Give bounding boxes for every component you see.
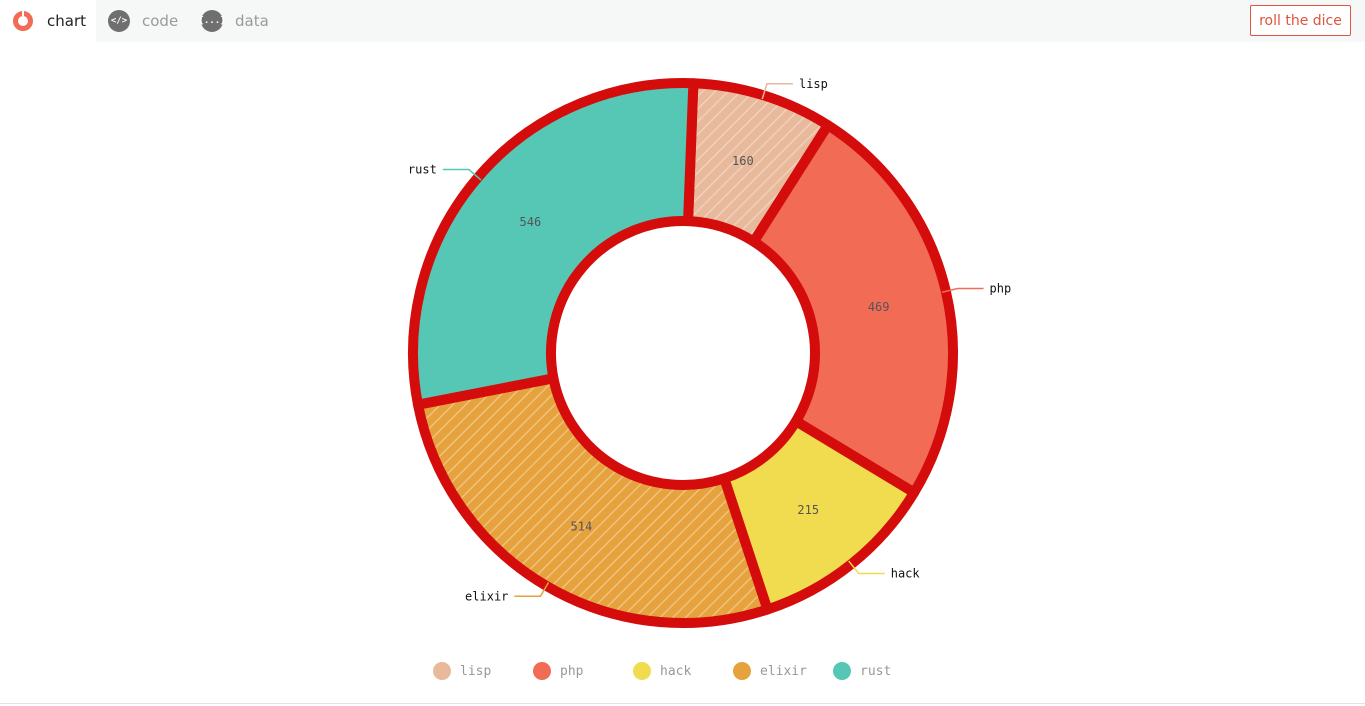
callout-line-lisp xyxy=(761,83,793,100)
callout-label-lisp: lisp xyxy=(799,77,828,91)
tab-code[interactable]: </> code xyxy=(96,0,188,42)
legend-label: php xyxy=(560,664,584,679)
donut-chart: 160 469 215 514 546 lisp php hack elixir rust li… xyxy=(408,77,1011,680)
chart-data-labels: 160 469 215 514 546 xyxy=(520,154,890,533)
data-label-php: 469 xyxy=(868,300,890,314)
callout-line-php xyxy=(941,287,984,293)
donut-icon xyxy=(12,10,34,32)
roll-the-dice-button[interactable]: roll the dice xyxy=(1250,5,1351,36)
legend-swatch xyxy=(533,662,551,680)
legend-swatch xyxy=(733,662,751,680)
legend-label: elixir xyxy=(760,664,807,679)
slice-rust[interactable] xyxy=(408,78,699,410)
legend-item-php[interactable]: php xyxy=(533,662,584,680)
legend-swatch xyxy=(433,662,451,680)
slice-php[interactable] xyxy=(748,120,958,498)
slice-elixir[interactable] xyxy=(412,373,773,628)
legend-item-hack[interactable]: hack xyxy=(633,662,691,680)
top-toolbar: chart </> code {...} data roll the dice xyxy=(0,0,1365,42)
legend-item-elixir[interactable]: elixir xyxy=(733,662,807,680)
callout-line-elixir xyxy=(514,582,550,598)
callout-label-php: php xyxy=(990,282,1012,296)
data-label-rust: 546 xyxy=(520,215,542,229)
data-label-elixir: 514 xyxy=(571,519,593,533)
data-label-hack: 215 xyxy=(797,503,819,517)
callout-label-rust: rust xyxy=(408,163,437,177)
chart-slices xyxy=(408,78,958,628)
legend-swatch xyxy=(633,662,651,680)
legend-item-lisp[interactable]: lisp xyxy=(433,662,491,680)
legend-label: lisp xyxy=(460,664,491,679)
legend-swatch xyxy=(833,662,851,680)
callout-label-hack: hack xyxy=(891,567,921,581)
legend-label: rust xyxy=(860,664,891,679)
legend-label: hack xyxy=(660,664,691,679)
tab-code-label: code xyxy=(142,12,179,30)
data-label-lisp: 160 xyxy=(732,154,754,168)
chart-category-callouts: lisp php hack elixir rust xyxy=(408,77,1011,604)
callout-line-hack xyxy=(848,560,885,575)
tab-chart-label: chart xyxy=(47,12,86,30)
braces-icon: {...} xyxy=(198,10,226,32)
callout-line-rust xyxy=(442,168,482,181)
bottom-divider xyxy=(0,703,1365,704)
tab-data[interactable]: {...} data xyxy=(188,0,278,42)
callout-label-elixir: elixir xyxy=(465,589,508,603)
legend-item-rust[interactable]: rust xyxy=(833,662,891,680)
tab-data-label: data xyxy=(235,12,269,30)
code-icon: </> xyxy=(108,10,130,32)
chart-legend: lisp php hack elixir rust xyxy=(433,662,891,680)
tab-chart[interactable]: chart xyxy=(0,0,96,42)
